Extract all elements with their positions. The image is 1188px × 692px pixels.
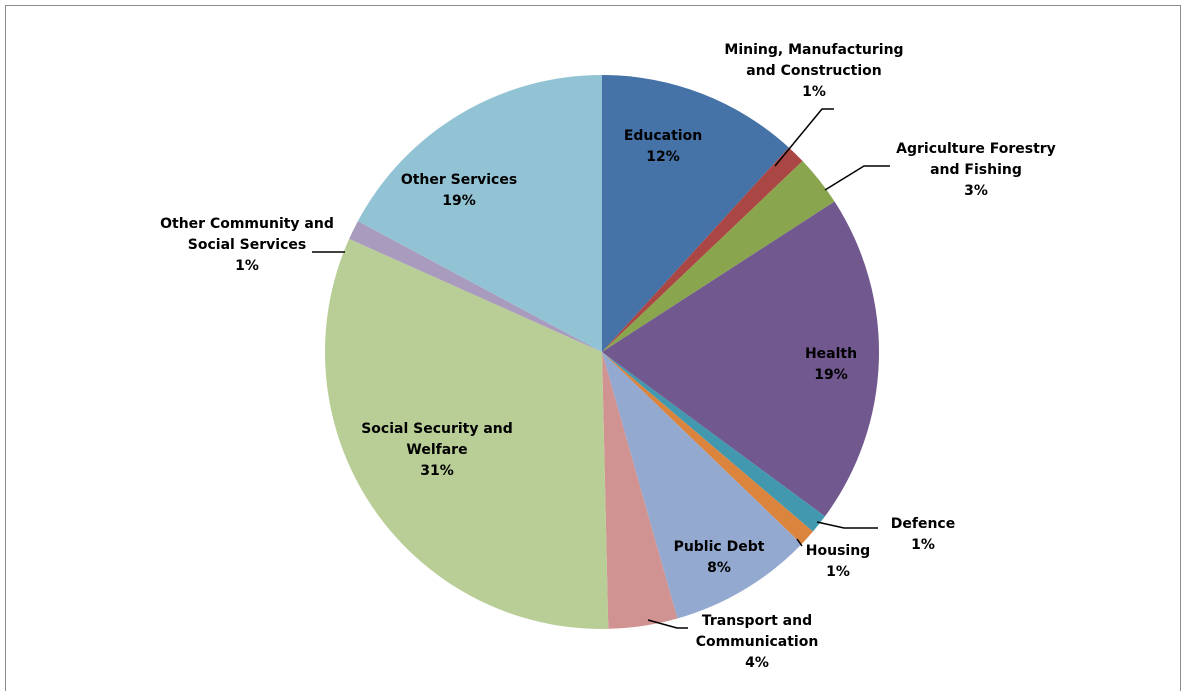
slice-name-line: Other Community and bbox=[160, 216, 334, 232]
pie-slice-mining-manufacturing-and-construction bbox=[602, 147, 803, 352]
slice-label-defence: Defence 1% bbox=[891, 516, 955, 553]
pie-slice-social-security-and-welfare bbox=[324, 238, 609, 630]
slice-name-line: Mining, Manufacturing bbox=[724, 42, 903, 58]
slice-percent-health: 19% bbox=[814, 367, 848, 383]
slice-name-line: Health bbox=[805, 346, 857, 362]
slice-label-other-services: Other Services 19% bbox=[401, 172, 517, 209]
leader-line-housing bbox=[796, 538, 803, 547]
slice-label-education: Education 12% bbox=[624, 128, 702, 165]
slice-percent-defence: 1% bbox=[911, 537, 935, 553]
slice-label-health: Health 19% bbox=[805, 346, 857, 383]
pie-chart: Education 12% Mining, Manufacturing and Con… bbox=[160, 42, 1056, 671]
slice-name-line: and Fishing bbox=[930, 162, 1022, 178]
slice-percent-other-community-and-social-services: 1% bbox=[235, 258, 259, 274]
leader-line-defence bbox=[816, 521, 878, 529]
slice-percent-education: 12% bbox=[646, 149, 680, 165]
slice-label-agriculture-forestry-and-fishing: Agriculture Forestry and Fishing 3% bbox=[896, 141, 1056, 199]
slice-name-line: Other Services bbox=[401, 172, 517, 188]
slice-name-line: and Construction bbox=[746, 63, 881, 79]
slice-percent-housing: 1% bbox=[826, 564, 850, 580]
leader-line-mining-manufacturing-and-construction bbox=[774, 108, 834, 167]
slice-percent-mining-manufacturing-and-construction: 1% bbox=[802, 84, 826, 100]
slice-name-line: Welfare bbox=[406, 442, 467, 458]
slice-percent-transport-and-communication: 4% bbox=[745, 655, 769, 671]
slice-percent-other-services: 19% bbox=[442, 193, 476, 209]
slice-label-housing: Housing 1% bbox=[806, 543, 870, 580]
slice-name-line: Housing bbox=[806, 543, 870, 559]
slice-label-social-security-and-welfare: Social Security and Welfare 31% bbox=[361, 421, 513, 479]
chart-frame: Education 12% Mining, Manufacturing and Con… bbox=[5, 5, 1181, 691]
slice-name-line: Social Services bbox=[188, 237, 306, 253]
slice-percent-social-security-and-welfare: 31% bbox=[420, 463, 454, 479]
pie-slice-housing bbox=[602, 352, 813, 545]
pie-slice-transport-and-communication bbox=[602, 352, 678, 629]
leader-line-transport-and-communication bbox=[647, 619, 688, 629]
leader-line-agriculture-forestry-and-fishing bbox=[824, 165, 890, 191]
slice-name-line: Defence bbox=[891, 516, 955, 532]
slice-name-line: Public Debt bbox=[674, 539, 765, 555]
pie-slice-defence bbox=[602, 352, 825, 532]
slice-percent-agriculture-forestry-and-fishing: 3% bbox=[964, 183, 988, 199]
pie-labels: Education 12% Mining, Manufacturing and Con… bbox=[160, 42, 1056, 671]
slice-name-line: Agriculture Forestry bbox=[896, 141, 1056, 157]
slice-label-transport-and-communication: Transport and Communication 4% bbox=[696, 613, 819, 671]
slice-label-public-debt: Public Debt 8% bbox=[674, 539, 765, 576]
slice-label-other-community-and-social-services: Other Community and Social Services 1% bbox=[160, 216, 334, 274]
slice-name-line: Social Security and bbox=[361, 421, 513, 437]
pie-slices bbox=[324, 75, 880, 630]
slice-name-line: Education bbox=[624, 128, 702, 144]
pie-slice-agriculture-forestry-and-fishing bbox=[602, 160, 835, 352]
pie-slice-education bbox=[602, 75, 789, 352]
pie-slice-other-services bbox=[357, 75, 602, 352]
pie-slice-other-community-and-social-services bbox=[349, 221, 602, 352]
slice-percent-public-debt: 8% bbox=[707, 560, 731, 576]
pie-slice-health bbox=[602, 201, 880, 517]
slice-label-mining-manufacturing-and-construction: Mining, Manufacturing and Construction 1% bbox=[724, 42, 903, 100]
slice-name-line: Transport and bbox=[702, 613, 812, 629]
slice-name-line: Communication bbox=[696, 634, 819, 650]
pie-slice-public-debt bbox=[602, 352, 802, 619]
